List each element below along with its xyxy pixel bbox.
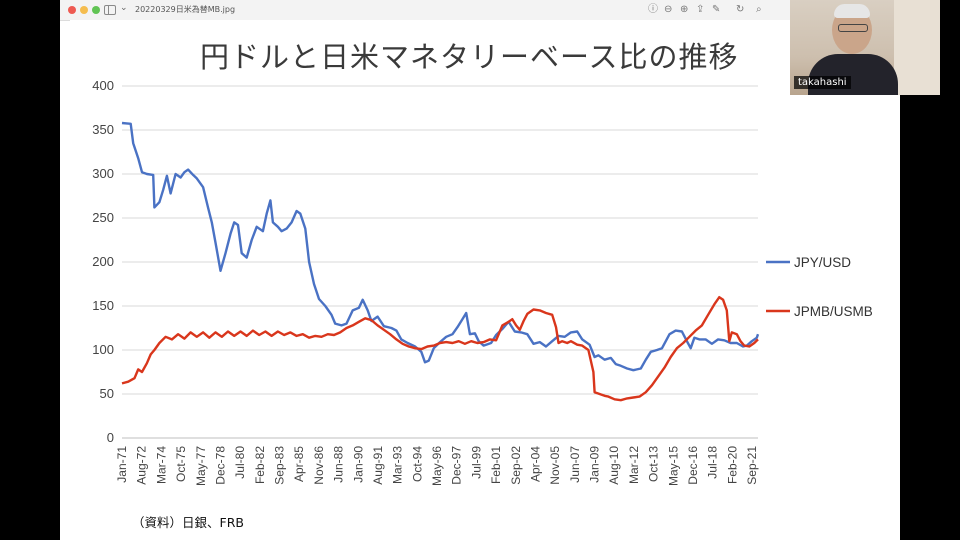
chevron-down-icon[interactable]: ⌄ <box>120 3 128 13</box>
x-tick-label: Aug-91 <box>371 446 385 485</box>
x-tick-label: Nov-86 <box>312 446 326 485</box>
x-tick-label: Mar-12 <box>627 446 641 484</box>
y-tick-label: 300 <box>92 166 114 181</box>
participant-name: takahashi <box>794 76 851 89</box>
x-tick-label: Apr-04 <box>528 446 542 482</box>
x-tick-label: May-77 <box>194 446 208 486</box>
y-tick-label: 100 <box>92 342 114 357</box>
y-tick-label: 50 <box>100 386 114 401</box>
x-tick-label: Jun-07 <box>568 446 582 483</box>
x-tick-label: May-15 <box>666 446 680 486</box>
x-tick-label: Feb-20 <box>725 446 739 484</box>
x-tick-label: Jul-80 <box>233 446 247 479</box>
x-tick-label: Oct-75 <box>174 446 188 482</box>
share-icon[interactable]: ⇪ <box>696 4 705 15</box>
x-tick-label: May-96 <box>430 446 444 486</box>
y-tick-label: 350 <box>92 122 114 137</box>
x-tick-label: Oct-94 <box>410 446 424 482</box>
participant-video-tile[interactable]: takahashi <box>790 0 940 95</box>
x-tick-label: Dec-78 <box>213 446 227 485</box>
slide-title: 円ドルと日米マネタリーベース比の推移 <box>200 40 739 74</box>
sidebar-toggle-icon[interactable] <box>104 5 116 15</box>
x-tick-label: Jun-88 <box>332 446 346 483</box>
x-tick-label: Dec-16 <box>686 446 700 485</box>
participant-hair <box>834 4 870 18</box>
source-note: （資料）日銀、FRB <box>132 515 244 530</box>
y-tick-label: 400 <box>92 78 114 93</box>
y-tick-label: 0 <box>107 430 114 445</box>
x-tick-label: Oct-13 <box>647 446 661 482</box>
rotate-icon[interactable]: ↻ <box>736 4 745 15</box>
series-line <box>121 296 759 402</box>
markup-icon[interactable]: ✎ <box>712 4 721 15</box>
x-tick-label: Sep-83 <box>273 446 287 485</box>
search-icon[interactable]: ⌕ <box>756 4 762 15</box>
x-tick-label: Apr-85 <box>292 446 306 482</box>
x-tick-label: Feb-82 <box>253 446 267 484</box>
x-tick-label: Jul-18 <box>706 446 720 479</box>
zoom-out-icon[interactable]: ⊖ <box>664 4 673 15</box>
x-tick-label: Dec-97 <box>450 446 464 485</box>
info-icon[interactable]: ⓘ <box>648 4 658 15</box>
legend-label: JPY/USD <box>794 255 851 270</box>
file-name: 20220329日米為替MB.jpg <box>135 5 236 14</box>
x-tick-label: Nov-05 <box>548 446 562 485</box>
background-shelf <box>894 0 940 95</box>
zoom-watermark: zoom <box>768 462 897 513</box>
zoom-left-pillarbox <box>0 0 60 540</box>
minimize-window-button[interactable] <box>80 6 88 14</box>
y-tick-label: 150 <box>92 298 114 313</box>
maximize-window-button[interactable] <box>92 6 100 14</box>
x-tick-label: Jan-90 <box>351 446 365 483</box>
x-tick-label: Feb-01 <box>489 446 503 484</box>
x-tick-label: Aug-72 <box>135 446 149 485</box>
x-tick-label: Sep-21 <box>745 446 759 485</box>
x-tick-label: Mar-74 <box>154 446 168 484</box>
zoom-in-icon[interactable]: ⊕ <box>680 4 689 15</box>
x-tick-label: Jul-99 <box>469 446 483 479</box>
x-tick-label: Aug-10 <box>607 446 621 485</box>
presentation-slide <box>70 20 830 540</box>
x-tick-label: Jan-71 <box>115 446 129 483</box>
participant-glasses <box>838 24 868 32</box>
y-tick-label: 200 <box>92 254 114 269</box>
x-tick-label: Mar-93 <box>391 446 405 484</box>
close-window-button[interactable] <box>68 6 76 14</box>
x-tick-label: Sep-02 <box>509 446 523 485</box>
legend-label: JPMB/USMB <box>794 304 873 319</box>
x-tick-label: Jan-09 <box>588 446 602 483</box>
y-tick-label: 250 <box>92 210 114 225</box>
line-chart: 0 50 100 150 200 250 300 350 400 Jan-71 Aug-72 Mar-… <box>92 78 873 486</box>
